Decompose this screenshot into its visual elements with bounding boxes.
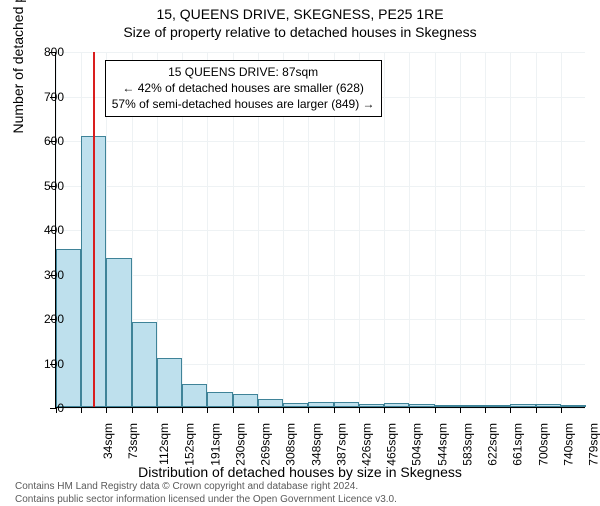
x-tick [132, 407, 133, 413]
x-tick-label: 779sqm [587, 423, 600, 466]
plot-area: 15 QUEENS DRIVE: 87sqm← 42% of detached … [55, 52, 585, 408]
histogram-bar [233, 394, 258, 407]
x-tick [106, 407, 107, 413]
title-main: 15, QUEENS DRIVE, SKEGNESS, PE25 1RE [0, 6, 600, 22]
histogram-bar [510, 404, 535, 407]
histogram-bar [409, 404, 434, 407]
x-tick [561, 407, 562, 413]
x-tick-label: 583sqm [461, 423, 475, 466]
x-tick-label: 544sqm [435, 423, 449, 466]
x-tick-label: 740sqm [562, 423, 576, 466]
y-tick-label: 600 [24, 134, 64, 148]
x-tick [207, 407, 208, 413]
x-tick-label: 661sqm [511, 423, 525, 466]
histogram-bar [384, 403, 409, 407]
x-tick [233, 407, 234, 413]
y-tick-label: 400 [24, 223, 64, 237]
x-tick-label: 426sqm [360, 423, 374, 466]
x-tick-label: 230sqm [234, 423, 248, 466]
marker-line [93, 52, 95, 407]
y-tick-label: 300 [24, 268, 64, 282]
x-tick-label: 622sqm [486, 423, 500, 466]
y-tick-label: 500 [24, 179, 64, 193]
histogram-bar [435, 405, 460, 407]
x-tick-label: 700sqm [536, 423, 550, 466]
x-tick [384, 407, 385, 413]
grid-line-h [56, 230, 585, 231]
histogram-bar [258, 399, 283, 407]
x-tick-label: 191sqm [208, 423, 222, 466]
histogram-bar [460, 405, 485, 407]
x-tick-label: 504sqm [410, 423, 424, 466]
x-tick [258, 407, 259, 413]
histogram-bar [157, 358, 182, 407]
x-tick-label: 308sqm [284, 423, 298, 466]
grid-line-h [56, 319, 585, 320]
x-tick [359, 407, 360, 413]
y-axis-title: Number of detached properties [10, 0, 26, 134]
x-tick-label: 269sqm [259, 423, 273, 466]
histogram-bar [207, 392, 232, 407]
x-tick-label: 387sqm [334, 423, 348, 466]
grid-line-h [56, 275, 585, 276]
title-sub: Size of property relative to detached ho… [0, 24, 600, 40]
x-axis-title: Distribution of detached houses by size … [0, 464, 600, 480]
y-tick-label: 700 [24, 90, 64, 104]
histogram-bar [132, 322, 157, 407]
y-tick-label: 0 [24, 401, 64, 415]
footer-line-1: Contains HM Land Registry data © Crown c… [15, 480, 600, 493]
grid-line-h [56, 52, 585, 53]
histogram-bar [485, 405, 510, 407]
x-tick [409, 407, 410, 413]
grid-line-v [384, 52, 385, 407]
y-tick-label: 800 [24, 45, 64, 59]
histogram-bar [106, 258, 131, 407]
grid-line-v [510, 52, 511, 407]
footer-credits: Contains HM Land Registry data © Crown c… [15, 480, 600, 506]
grid-line-v [561, 52, 562, 407]
x-tick [157, 407, 158, 413]
grid-line-h [56, 408, 585, 409]
histogram-bar [561, 405, 586, 407]
histogram-bar [359, 404, 384, 407]
grid-line-v [460, 52, 461, 407]
histogram-bar [334, 402, 359, 407]
x-tick [182, 407, 183, 413]
x-tick-label: 112sqm [157, 423, 171, 465]
chart-container: 15, QUEENS DRIVE, SKEGNESS, PE25 1RE Siz… [0, 6, 600, 506]
x-tick [435, 407, 436, 413]
x-tick-label: 73sqm [126, 423, 140, 459]
x-tick [510, 407, 511, 413]
grid-line-v [485, 52, 486, 407]
x-tick-label: 152sqm [183, 423, 197, 466]
info-line: 57% of semi-detached houses are larger (… [112, 96, 375, 112]
y-tick-label: 100 [24, 357, 64, 371]
info-line: ← 42% of detached houses are smaller (62… [112, 80, 375, 96]
grid-line-v [409, 52, 410, 407]
histogram-bar [536, 404, 561, 407]
histogram-bar [283, 403, 308, 407]
grid-line-v [435, 52, 436, 407]
x-tick [81, 407, 82, 413]
grid-line-v [536, 52, 537, 407]
x-tick [536, 407, 537, 413]
x-tick-label: 34sqm [101, 423, 115, 459]
grid-line-h [56, 186, 585, 187]
histogram-bar [308, 402, 333, 407]
info-line: 15 QUEENS DRIVE: 87sqm [112, 64, 375, 80]
x-tick [460, 407, 461, 413]
x-tick [308, 407, 309, 413]
grid-line-h [56, 141, 585, 142]
x-tick [485, 407, 486, 413]
x-tick-label: 465sqm [385, 423, 399, 466]
x-tick-label: 348sqm [309, 423, 323, 466]
x-tick [334, 407, 335, 413]
x-tick [283, 407, 284, 413]
y-tick-label: 200 [24, 312, 64, 326]
info-callout: 15 QUEENS DRIVE: 87sqm← 42% of detached … [105, 60, 382, 117]
histogram-bar [182, 384, 207, 407]
